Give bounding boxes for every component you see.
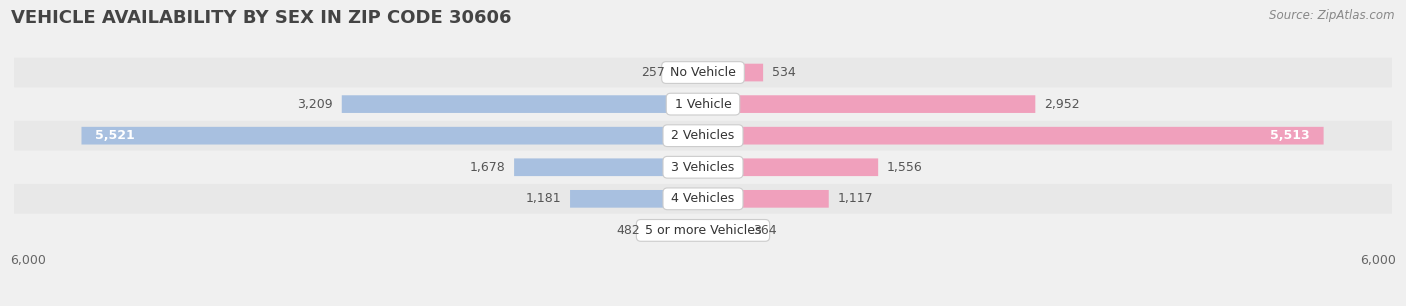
FancyBboxPatch shape <box>14 152 1392 182</box>
Text: 482: 482 <box>616 224 640 237</box>
FancyBboxPatch shape <box>14 58 1392 88</box>
Text: Source: ZipAtlas.com: Source: ZipAtlas.com <box>1270 9 1395 22</box>
Text: 4 Vehicles: 4 Vehicles <box>668 192 738 205</box>
Legend: Male, Female: Male, Female <box>640 305 766 306</box>
FancyBboxPatch shape <box>703 190 828 208</box>
Text: 1,556: 1,556 <box>887 161 922 174</box>
FancyBboxPatch shape <box>14 121 1392 151</box>
FancyBboxPatch shape <box>14 89 1392 119</box>
Text: 1 Vehicle: 1 Vehicle <box>671 98 735 110</box>
FancyBboxPatch shape <box>673 64 703 81</box>
FancyBboxPatch shape <box>648 222 703 239</box>
Text: 5,521: 5,521 <box>96 129 135 142</box>
Text: No Vehicle: No Vehicle <box>666 66 740 79</box>
FancyBboxPatch shape <box>82 127 703 144</box>
Text: 364: 364 <box>754 224 776 237</box>
Text: 1,678: 1,678 <box>470 161 505 174</box>
Text: 1,181: 1,181 <box>526 192 561 205</box>
FancyBboxPatch shape <box>703 159 879 176</box>
Text: 2 Vehicles: 2 Vehicles <box>668 129 738 142</box>
FancyBboxPatch shape <box>569 190 703 208</box>
FancyBboxPatch shape <box>14 215 1392 245</box>
Text: 257: 257 <box>641 66 665 79</box>
Text: 1,117: 1,117 <box>838 192 873 205</box>
FancyBboxPatch shape <box>703 127 1323 144</box>
FancyBboxPatch shape <box>703 222 744 239</box>
FancyBboxPatch shape <box>703 64 763 81</box>
FancyBboxPatch shape <box>515 159 703 176</box>
Text: 2,952: 2,952 <box>1045 98 1080 110</box>
Text: 5,513: 5,513 <box>1271 129 1310 142</box>
FancyBboxPatch shape <box>342 95 703 113</box>
Text: VEHICLE AVAILABILITY BY SEX IN ZIP CODE 30606: VEHICLE AVAILABILITY BY SEX IN ZIP CODE … <box>11 9 512 27</box>
Text: 5 or more Vehicles: 5 or more Vehicles <box>641 224 765 237</box>
Text: 534: 534 <box>772 66 796 79</box>
FancyBboxPatch shape <box>14 184 1392 214</box>
FancyBboxPatch shape <box>703 95 1035 113</box>
Text: 3 Vehicles: 3 Vehicles <box>668 161 738 174</box>
Text: 3,209: 3,209 <box>297 98 333 110</box>
